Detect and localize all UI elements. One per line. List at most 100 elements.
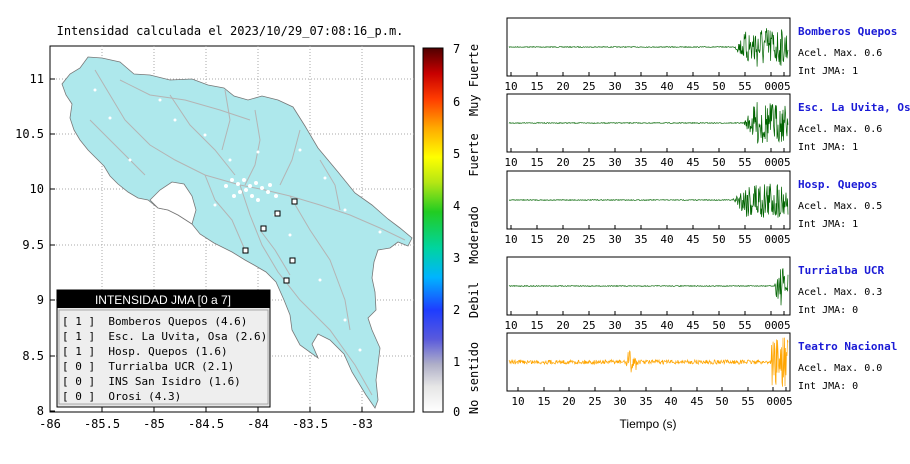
time-tick: 20 (562, 395, 575, 408)
station-intensity: Int JMA: 0 (798, 381, 858, 392)
station-name: Bomberos Quepos (798, 25, 897, 38)
time-tick: 25 (582, 319, 595, 332)
time-tick: 45 (686, 319, 699, 332)
waveform-trace (508, 183, 789, 218)
time-tick: 05 (777, 233, 790, 246)
time-tick: 55 (738, 319, 751, 332)
waveform-trace (508, 28, 789, 67)
time-tick: 10 (504, 319, 517, 332)
time-tick: 25 (582, 80, 595, 93)
time-tick: 15 (537, 395, 550, 408)
colorbar-label: Moderado (467, 206, 481, 264)
intensity-colorbar: 7 6 5 4 3 2 1 0 Muy Fuerte Fuerte Modera… (422, 42, 481, 419)
time-tick: 25 (582, 156, 595, 169)
colorbar-tick: 5 (453, 147, 460, 161)
station-intensity: Int JMA: 1 (798, 66, 858, 77)
x-tick: -83.5 (292, 417, 328, 431)
legend-item: [ 1 ] Esc. La Uvita, Osa (2.6) (62, 330, 267, 343)
map-x-ticks: -86 -85.5 -85 -84.5 -84 -83.5 -83 (39, 417, 373, 431)
time-tick: 45 (686, 80, 699, 93)
time-tick: 40 (664, 395, 677, 408)
time-tick: 40 (660, 80, 673, 93)
station-marker-turrialba (291, 198, 298, 205)
waveform-trace (508, 268, 789, 306)
time-tick: 20 (556, 319, 569, 332)
colorbar-label: No sentido (467, 342, 481, 414)
y-tick: 8 (37, 404, 44, 418)
time-tick: 45 (686, 233, 699, 246)
time-tick: 10 (511, 395, 524, 408)
time-tick: 45 (686, 156, 699, 169)
time-tick: 55 (738, 233, 751, 246)
station-marker-orosi (274, 210, 281, 217)
time-tick: 30 (608, 233, 621, 246)
time-tick: 10 (504, 80, 517, 93)
time-tick: 40 (660, 319, 673, 332)
map-plot: -86 -85.5 -85 -84.5 -84 -83.5 -83 11 10.… (15, 45, 415, 431)
time-tick: 00 (764, 80, 777, 93)
time-tick: 50 (712, 156, 725, 169)
x-tick: -84 (247, 417, 269, 431)
time-tick: 00 (764, 156, 777, 169)
time-tick: 40 (660, 156, 673, 169)
station-accel: Acel. Max. 0.6 (798, 124, 882, 135)
legend-item: [ 0 ] Orosi (4.3) (62, 390, 181, 403)
time-tick: 35 (634, 80, 647, 93)
station-marker-hosp-quepos (260, 225, 267, 232)
time-axis-label: Tiempo (s) (620, 417, 677, 431)
station-name: Hosp. Quepos (798, 178, 877, 191)
time-tick: 30 (608, 319, 621, 332)
station-intensity: Int JMA: 1 (798, 219, 858, 230)
time-tick: 55 (741, 395, 754, 408)
roads (89, 69, 406, 396)
time-tick: 50 (712, 319, 725, 332)
map-y-ticks: 11 10.5 10 9.5 9 8.5 8 (15, 72, 44, 418)
time-tick: 30 (608, 156, 621, 169)
colorbar-label: Fuerte (467, 133, 481, 176)
time-tick: 00 (766, 395, 779, 408)
waveform-trace (508, 102, 789, 144)
station-accel: Acel. Max. 0.5 (798, 201, 882, 212)
time-tick: 35 (634, 319, 647, 332)
intensity-legend: INTENSIDAD JMA [0 a 7] [ 1 ] Bomberos Qu… (56, 289, 271, 408)
y-tick: 9 (37, 293, 44, 307)
station-name: Teatro Nacional (798, 340, 897, 353)
x-tick: -84.5 (188, 417, 224, 431)
station-marker-uvita (283, 277, 290, 284)
legend-item: [ 1 ] Hosp. Quepos (1.6) (62, 345, 228, 358)
x-tick: -85.5 (84, 417, 120, 431)
time-tick: 05 (777, 156, 790, 169)
station-accel: Acel. Max. 0.0 (798, 363, 882, 374)
legend-list-frame (58, 309, 269, 405)
y-tick: 9.5 (22, 238, 44, 252)
time-tick: 45 (690, 395, 703, 408)
legend-item: [ 0 ] Turrialba UCR (2.1) (62, 360, 234, 373)
time-tick: 05 (777, 319, 790, 332)
time-tick: 00 (764, 233, 777, 246)
colorbar-gradient (422, 47, 444, 413)
time-tick: 35 (634, 233, 647, 246)
time-tick: 10 (504, 156, 517, 169)
colorbar-tick: 4 (453, 199, 460, 213)
time-tick: 50 (715, 395, 728, 408)
station-intensity: Int JMA: 1 (798, 142, 858, 153)
time-tick: 25 (582, 233, 595, 246)
town-dots (93, 88, 382, 352)
map-title: Intensidad calculada el 2023/10/29_07:08… (57, 24, 404, 38)
time-tick: 15 (530, 233, 543, 246)
legend-item: [ 0 ] INS San Isidro (1.6) (62, 375, 241, 388)
x-tick: -85 (143, 417, 165, 431)
map-tick-marks (49, 78, 363, 412)
time-tick: 50 (712, 233, 725, 246)
waveform-trace (508, 337, 789, 387)
gulf-of-nicoya (149, 181, 197, 225)
time-tick: 05 (777, 80, 790, 93)
station-name: Turrialba UCR (798, 264, 884, 277)
station-accel: Acel. Max. 0.6 (798, 48, 882, 59)
colorbar-label: Debil (467, 282, 481, 318)
colorbar-tick: 2 (453, 303, 460, 317)
station-accel: Acel. Max. 0.3 (798, 287, 882, 298)
x-tick: -83 (351, 417, 373, 431)
time-tick: 00 (764, 319, 777, 332)
